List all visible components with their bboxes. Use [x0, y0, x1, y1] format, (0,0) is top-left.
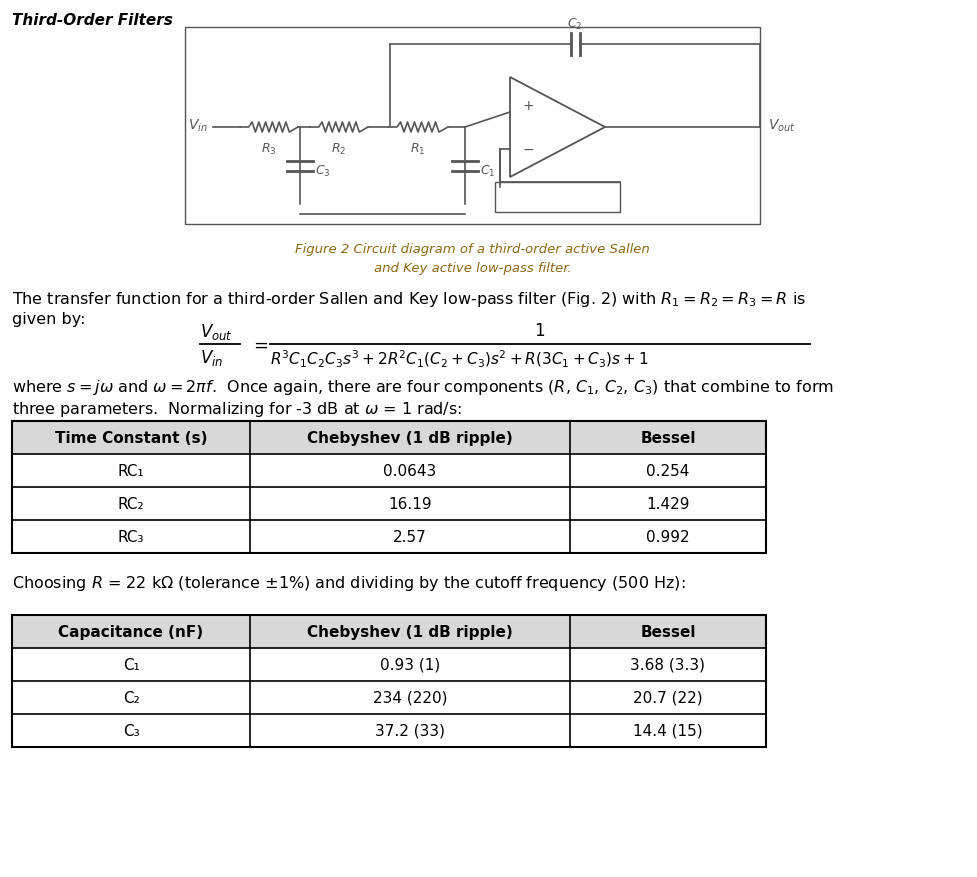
- Text: 3.68 (3.3): 3.68 (3.3): [630, 657, 704, 673]
- Text: C₂: C₂: [122, 690, 140, 705]
- Text: $C_2$: $C_2$: [567, 17, 582, 32]
- Text: $R_3$: $R_3$: [261, 142, 276, 157]
- Text: $R_1$: $R_1$: [410, 142, 425, 157]
- Bar: [494, 182, 619, 213]
- Text: Bessel: Bessel: [640, 431, 695, 446]
- Text: where $s = j\omega$ and $\omega = 2\pi f$.  Once again, there are four component: where $s = j\omega$ and $\omega = 2\pi f…: [12, 378, 833, 396]
- Bar: [12, 422, 765, 553]
- Bar: [12, 616, 765, 648]
- Text: 0.0643: 0.0643: [383, 463, 436, 479]
- Text: 16.19: 16.19: [388, 496, 432, 511]
- Text: RC₂: RC₂: [117, 496, 145, 511]
- Text: C₁: C₁: [122, 657, 140, 673]
- Text: $V_{out}$: $V_{out}$: [199, 322, 233, 342]
- Text: Bessel: Bessel: [640, 624, 695, 639]
- Text: $R^3C_1C_2C_3s^3 + 2R^2C_1(C_2 + C_3)s^2 + R(3C_1 + C_3)s + 1$: $R^3C_1C_2C_3s^3 + 2R^2C_1(C_2 + C_3)s^2…: [270, 348, 648, 369]
- Text: $V_{in}$: $V_{in}$: [189, 118, 208, 134]
- Text: 14.4 (15): 14.4 (15): [632, 724, 702, 738]
- Text: 20.7 (22): 20.7 (22): [632, 690, 702, 705]
- Text: 0.992: 0.992: [646, 530, 689, 545]
- Text: RC₁: RC₁: [117, 463, 145, 479]
- Text: $R_2$: $R_2$: [331, 142, 346, 157]
- Text: Choosing $R$ = 22 k$\Omega$ (tolerance $\pm$1%) and dividing by the cutoff frequ: Choosing $R$ = 22 k$\Omega$ (tolerance $…: [12, 574, 685, 592]
- Bar: [185, 28, 759, 225]
- Text: $C_3$: $C_3$: [315, 164, 330, 179]
- Text: C₃: C₃: [122, 724, 139, 738]
- Text: $V_{in}$: $V_{in}$: [199, 347, 223, 367]
- Text: 1.429: 1.429: [646, 496, 689, 511]
- Text: $C_1$: $C_1$: [480, 164, 495, 179]
- Bar: [12, 422, 765, 454]
- Text: $=$: $=$: [250, 336, 269, 353]
- Text: 0.93 (1): 0.93 (1): [379, 657, 440, 673]
- Text: The transfer function for a third-order Sallen and Key low-pass filter (Fig. 2) : The transfer function for a third-order …: [12, 289, 805, 309]
- Text: RC₃: RC₃: [117, 530, 144, 545]
- Text: Figure 2 Circuit diagram of a third-order active Sallen: Figure 2 Circuit diagram of a third-orde…: [295, 243, 649, 256]
- Text: Third-Order Filters: Third-Order Filters: [12, 13, 173, 28]
- Text: 37.2 (33): 37.2 (33): [374, 724, 445, 738]
- Text: +: +: [522, 99, 533, 113]
- Text: and Key active low-pass filter.: and Key active low-pass filter.: [373, 261, 571, 275]
- Text: 2.57: 2.57: [393, 530, 426, 545]
- Text: Chebyshev (1 dB ripple): Chebyshev (1 dB ripple): [307, 431, 512, 446]
- Text: 234 (220): 234 (220): [372, 690, 446, 705]
- Text: Time Constant (s): Time Constant (s): [55, 431, 207, 446]
- Bar: [12, 616, 765, 747]
- Text: Chebyshev (1 dB ripple): Chebyshev (1 dB ripple): [307, 624, 512, 639]
- Text: Capacitance (nF): Capacitance (nF): [59, 624, 203, 639]
- Text: three parameters.  Normalizing for -3 dB at $\omega$ = 1 rad/s:: three parameters. Normalizing for -3 dB …: [12, 400, 462, 418]
- Text: 0.254: 0.254: [646, 463, 689, 479]
- Text: $1$: $1$: [533, 322, 545, 339]
- Text: −: −: [522, 143, 533, 157]
- Text: given by:: given by:: [12, 311, 85, 326]
- Text: $V_{out}$: $V_{out}$: [767, 118, 795, 134]
